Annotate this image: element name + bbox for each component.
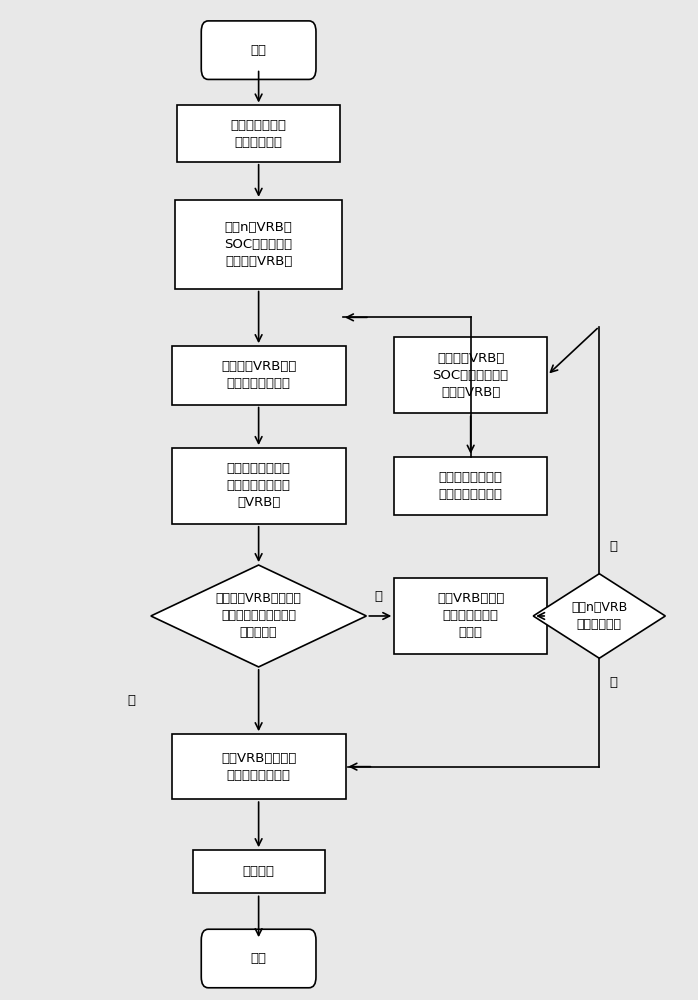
Polygon shape	[151, 565, 366, 667]
Text: 开始: 开始	[251, 44, 267, 57]
FancyBboxPatch shape	[201, 21, 316, 79]
Text: 是: 是	[128, 694, 135, 707]
Text: 优先VRB组以其
最大充放电功率
充放电: 优先VRB组以其 最大充放电功率 充放电	[437, 592, 505, 639]
Text: 否: 否	[375, 590, 383, 603]
Bar	[177, 105, 341, 162]
Text: 优先VRB组以所分
配的功率值充放电: 优先VRB组以所分 配的功率值充放电	[221, 752, 297, 782]
Bar	[394, 457, 547, 515]
Text: 否: 否	[610, 540, 618, 553]
Text: 计算储能平抑目
标功率给定值: 计算储能平抑目 标功率给定值	[230, 119, 287, 149]
Text: 计算优先VRB组实
时最大充放电功率: 计算优先VRB组实 时最大充放电功率	[221, 360, 297, 390]
Text: 判断n组VRB
是否全部工作: 判断n组VRB 是否全部工作	[571, 601, 628, 631]
Polygon shape	[533, 574, 665, 658]
Bar	[172, 448, 346, 524]
Bar	[172, 346, 346, 405]
Text: 结束: 结束	[251, 952, 267, 965]
Text: 将平抑目标功率给
定值平均分配到优
先VRB组: 将平抑目标功率给 定值平均分配到优 先VRB组	[227, 462, 290, 509]
FancyBboxPatch shape	[201, 929, 316, 988]
Text: 计算剩余需要平抑
的目标功率给定值: 计算剩余需要平抑 的目标功率给定值	[438, 471, 503, 501]
Text: 计算n组VRB的
SOC值，选取优
先充放电VRB组: 计算n组VRB的 SOC值，选取优 先充放电VRB组	[225, 221, 292, 268]
Bar	[172, 734, 346, 799]
Bar	[175, 200, 342, 289]
Text: 输出结果: 输出结果	[243, 865, 274, 878]
Bar	[394, 578, 547, 654]
Bar	[193, 850, 325, 893]
Text: 是: 是	[610, 676, 618, 689]
Bar	[394, 337, 547, 413]
Text: 判断优先VRB组最大充
放电功率是否大于所分
配的功率值: 判断优先VRB组最大充 放电功率是否大于所分 配的功率值	[216, 592, 302, 639]
Text: 计算剩余VRB组
SOC值，选取优先
充放电VRB组: 计算剩余VRB组 SOC值，选取优先 充放电VRB组	[433, 352, 509, 399]
